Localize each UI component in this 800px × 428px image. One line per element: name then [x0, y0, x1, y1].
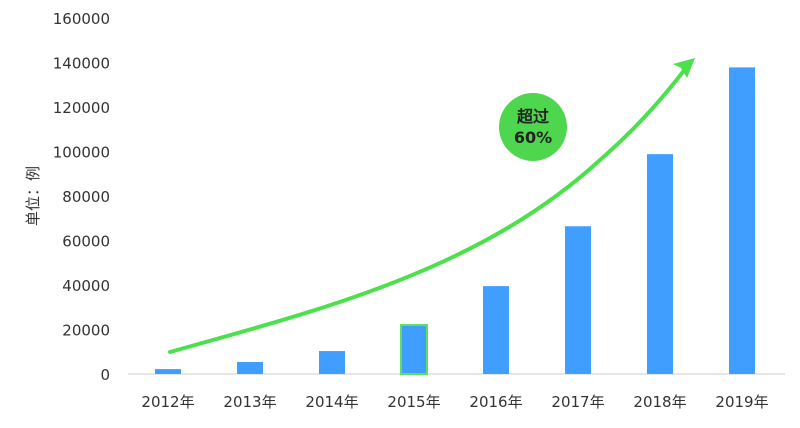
- y-tick-label: 160000: [53, 10, 110, 28]
- x-tick-label: 2012年: [141, 393, 194, 411]
- bar-2016年: [483, 286, 509, 374]
- bar-2019年: [729, 67, 755, 375]
- annotation-line1: 超过: [516, 107, 549, 126]
- growth-arrow-curve: [168, 66, 688, 354]
- bar-2017年: [565, 226, 591, 374]
- x-tick-label: 2015年: [387, 393, 440, 411]
- bar-2014年: [319, 351, 345, 374]
- annotation-badge: [499, 93, 567, 161]
- bar-2012年: [155, 369, 181, 374]
- bar-2018年: [647, 154, 673, 374]
- x-tick-label: 2018年: [633, 393, 686, 411]
- annotation-line2: 60%: [514, 128, 552, 147]
- y-tick-label: 60000: [62, 233, 110, 251]
- y-tick-label: 120000: [53, 99, 110, 117]
- x-tick-label: 2013年: [223, 393, 276, 411]
- y-tick-label: 40000: [62, 277, 110, 295]
- bar-2013年: [237, 361, 263, 374]
- y-tick-label: 80000: [62, 188, 110, 206]
- y-tick-label: 0: [100, 366, 110, 384]
- y-axis-label: 单位：例: [24, 166, 42, 226]
- y-tick-label: 20000: [62, 322, 110, 340]
- y-tick-label: 140000: [53, 55, 110, 73]
- x-tick-label: 2016年: [469, 393, 522, 411]
- x-tick-label: 2014年: [305, 393, 358, 411]
- y-tick-label: 100000: [53, 144, 110, 162]
- x-tick-label: 2017年: [551, 393, 604, 411]
- bar-2015年: [400, 324, 428, 375]
- x-tick-label: 2019年: [715, 393, 768, 411]
- growth-arrow-head: [673, 58, 695, 78]
